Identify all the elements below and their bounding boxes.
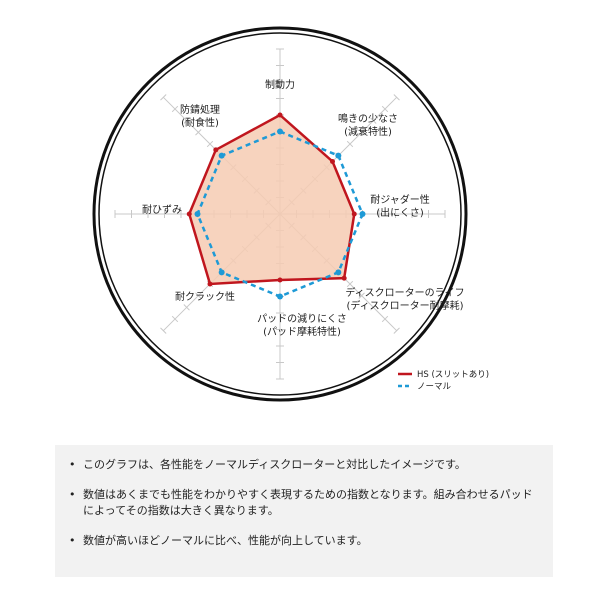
axis-tick (171, 315, 179, 323)
axis-tick (346, 140, 354, 148)
note-item: 数値が高いほどノーマルに比べ、性能が向上しています。 (67, 533, 537, 549)
data-point (218, 152, 225, 159)
axis-label: 鳴きの少なさ(減衰特性) (338, 112, 398, 138)
axis-label-line: パッドの減りにくさ (257, 312, 347, 325)
axis-label-line: 制動力 (265, 78, 295, 91)
axis-label: 制動力 (265, 78, 295, 91)
notes-box: このグラフは、各性能をノーマルディスクローターと対比したイメージです。 数値はあ… (55, 445, 553, 577)
axis-label-line: ディスクローターのライフ (345, 286, 464, 299)
axis-label-line: 耐ひずみ (142, 203, 182, 216)
axis-label-line: (ディスクローター耐摩耗) (346, 299, 463, 312)
series-polygon-0 (187, 113, 356, 286)
axis-label-line: 耐ジャダー性 (370, 193, 430, 206)
axis-label-line: (耐食性) (181, 116, 219, 129)
data-point (218, 269, 225, 276)
axis-tick (195, 292, 202, 299)
axis-label: 防錆処理(耐食性) (180, 103, 220, 129)
axis-label-line: (出にくさ) (376, 206, 424, 219)
axis-tick (171, 105, 179, 113)
inner-ring (98, 32, 462, 396)
legend: HS (スリットあり) ノーマル (398, 370, 489, 392)
legend-normal-label: ノーマル (417, 382, 452, 392)
axis-tick (393, 94, 400, 101)
axis-tick (183, 117, 190, 124)
axis-tick (346, 280, 354, 288)
axis-tick (381, 105, 389, 113)
axis-label-line: 耐クラック性 (175, 290, 235, 303)
data-point (359, 211, 366, 217)
axis-label-line: (パッド摩耗特性) (263, 325, 341, 338)
axis-label: ディスクローターのライフ(ディスクローター耐摩耗) (345, 286, 464, 312)
axis-tick (183, 304, 190, 311)
axis-label: 耐ひずみ (142, 203, 182, 216)
data-point (207, 281, 213, 287)
outer-ring (92, 26, 468, 402)
data-point (277, 128, 283, 135)
axis-tick (160, 94, 167, 101)
legend-hs-label: HS (スリットあり) (417, 370, 489, 380)
data-point (277, 293, 283, 300)
data-point (194, 211, 201, 217)
axis-label: 耐ジャダー性(出にくさ) (370, 193, 430, 219)
data-point (213, 147, 219, 153)
axis-tick (160, 327, 167, 334)
data-point (277, 112, 283, 118)
note-item: このグラフは、各性能をノーマルディスクローターと対比したイメージです。 (67, 457, 537, 473)
data-point (341, 275, 347, 281)
axis-tick (206, 140, 214, 148)
axis-tick (381, 315, 389, 323)
axis-tick (358, 129, 365, 136)
data-point (351, 211, 357, 217)
axis-tick (195, 129, 202, 136)
axis-label-line: 防錆処理 (180, 103, 220, 116)
axis-tick (358, 292, 365, 299)
axis-label-line: 鳴きの少なさ (338, 112, 398, 125)
axis-label: 耐クラック性 (175, 290, 235, 303)
data-point (335, 152, 342, 159)
data-point (330, 158, 336, 164)
data-point (335, 269, 342, 276)
note-item: 数値はあくまでも性能をわかりやすく表現するための指数となります。組み合わせるパッ… (67, 487, 537, 519)
axis-tick (370, 304, 377, 311)
data-point (277, 277, 283, 283)
axis-tick (370, 117, 377, 124)
radar-chart: 制動力鳴きの少なさ(減衰特性)耐ジャダー性(出にくさ)ディスクローターのライフ(… (92, 26, 489, 402)
data-point (186, 211, 192, 217)
axis-tick (393, 327, 400, 334)
axis-label-line: (減衰特性) (344, 125, 392, 138)
axis-label: パッドの減りにくさ(パッド摩耗特性) (257, 312, 347, 338)
